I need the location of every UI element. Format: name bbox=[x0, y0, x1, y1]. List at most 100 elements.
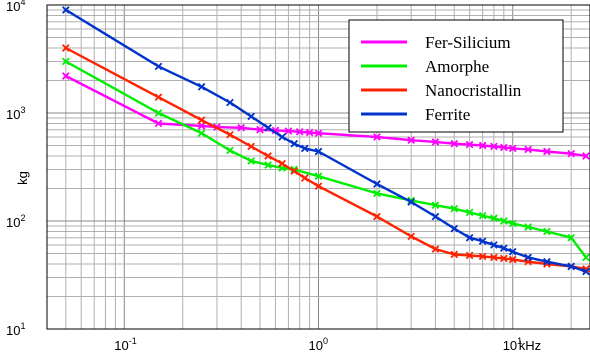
series-marker bbox=[305, 128, 314, 137]
series-marker bbox=[478, 252, 487, 261]
series-marker bbox=[582, 267, 590, 276]
series-marker bbox=[154, 62, 163, 71]
series-marker bbox=[465, 251, 474, 260]
series-marker bbox=[290, 139, 299, 148]
series-marker bbox=[508, 255, 517, 264]
x-tick-label: 101 bbox=[503, 336, 522, 353]
series-marker bbox=[543, 257, 551, 266]
series-marker bbox=[543, 227, 551, 236]
series-marker bbox=[407, 198, 416, 206]
series-marker bbox=[499, 143, 508, 152]
series-marker bbox=[499, 254, 508, 263]
series-marker bbox=[154, 109, 163, 117]
y-axis-label-group: kg bbox=[15, 171, 30, 185]
series-marker bbox=[197, 82, 206, 91]
series-layer bbox=[61, 6, 590, 276]
series-marker bbox=[314, 172, 323, 181]
series-marker bbox=[197, 116, 206, 124]
series-marker bbox=[264, 123, 272, 132]
x-tick-label: 100 bbox=[309, 336, 328, 353]
series-marker bbox=[567, 233, 576, 242]
series-marker bbox=[465, 208, 474, 217]
series-marker bbox=[314, 129, 323, 138]
x-tick-base: 10 bbox=[503, 338, 517, 353]
x-tick-exponent: -1 bbox=[129, 336, 137, 346]
series-marker bbox=[197, 129, 206, 138]
series-marker bbox=[465, 140, 474, 149]
y-tick-base: 10 bbox=[6, 0, 20, 14]
x-tick-base: 10 bbox=[114, 338, 128, 353]
series-marker bbox=[478, 141, 487, 150]
series-marker bbox=[247, 112, 255, 121]
series-marker bbox=[264, 161, 272, 169]
series-marker bbox=[264, 152, 272, 160]
series-marker bbox=[237, 123, 246, 132]
series-marker bbox=[61, 72, 70, 80]
y-tick-base: 10 bbox=[6, 215, 20, 230]
series-marker bbox=[284, 127, 293, 135]
series-amorphe bbox=[61, 57, 590, 262]
series-marker bbox=[450, 250, 459, 259]
series-marker bbox=[431, 138, 440, 146]
series-marker bbox=[197, 122, 206, 130]
legend-label: Amorphe bbox=[425, 57, 489, 76]
series-marker bbox=[373, 133, 381, 141]
plot-frame bbox=[46, 4, 590, 330]
series-marker bbox=[373, 180, 381, 188]
series-marker bbox=[499, 244, 508, 253]
series-marker bbox=[582, 152, 590, 160]
series-marker bbox=[278, 159, 287, 168]
series-marker bbox=[373, 212, 381, 221]
series-marker bbox=[450, 204, 459, 213]
y-tick-label: 102 bbox=[6, 213, 25, 230]
y-tick-base: 10 bbox=[6, 107, 20, 122]
series-marker bbox=[478, 211, 487, 220]
series-marker bbox=[431, 212, 440, 221]
series-marker bbox=[61, 6, 70, 14]
series-marker bbox=[226, 146, 234, 155]
series-marker bbox=[256, 125, 264, 134]
series-marker bbox=[431, 201, 440, 210]
series-marker bbox=[61, 44, 70, 52]
y-tick-label: 101 bbox=[6, 321, 25, 338]
series-marker bbox=[508, 144, 517, 153]
series-marker bbox=[582, 253, 590, 262]
series-marker bbox=[567, 262, 576, 271]
series-ferrite bbox=[61, 6, 590, 276]
series-marker bbox=[373, 189, 381, 198]
series-marker bbox=[490, 241, 498, 249]
series-marker bbox=[465, 233, 474, 242]
series-marker bbox=[508, 247, 517, 256]
series-marker bbox=[300, 174, 309, 182]
y-tick-exponent: 3 bbox=[20, 105, 25, 115]
series-marker bbox=[226, 98, 234, 107]
legend-label: Nanocristallin bbox=[425, 81, 522, 100]
series-marker bbox=[524, 145, 532, 154]
series-marker bbox=[478, 237, 487, 246]
series-marker bbox=[290, 167, 299, 175]
series-marker bbox=[61, 57, 70, 66]
series-marker bbox=[524, 223, 532, 231]
legend-label: Ferrite bbox=[425, 105, 470, 124]
x-axis-unit-label: kHz bbox=[519, 338, 541, 353]
series-marker bbox=[450, 139, 459, 148]
series-marker bbox=[524, 253, 532, 262]
series-marker bbox=[407, 136, 416, 145]
y-tick-base: 10 bbox=[6, 323, 20, 338]
y-tick-exponent: 2 bbox=[20, 213, 25, 223]
series-marker bbox=[154, 93, 163, 102]
series-marker bbox=[278, 133, 287, 141]
series-marker bbox=[543, 147, 551, 156]
series-line bbox=[65, 60, 587, 259]
series-marker bbox=[431, 245, 440, 253]
y-tick-label: 104 bbox=[6, 0, 25, 14]
y-tick-exponent: 1 bbox=[20, 321, 25, 331]
y-axis-label: kg bbox=[15, 171, 30, 185]
series-marker bbox=[154, 119, 163, 128]
x-tick-exponent: 1 bbox=[517, 336, 522, 346]
x-tick-label: 10-1 bbox=[114, 336, 136, 353]
series-marker bbox=[450, 224, 459, 233]
